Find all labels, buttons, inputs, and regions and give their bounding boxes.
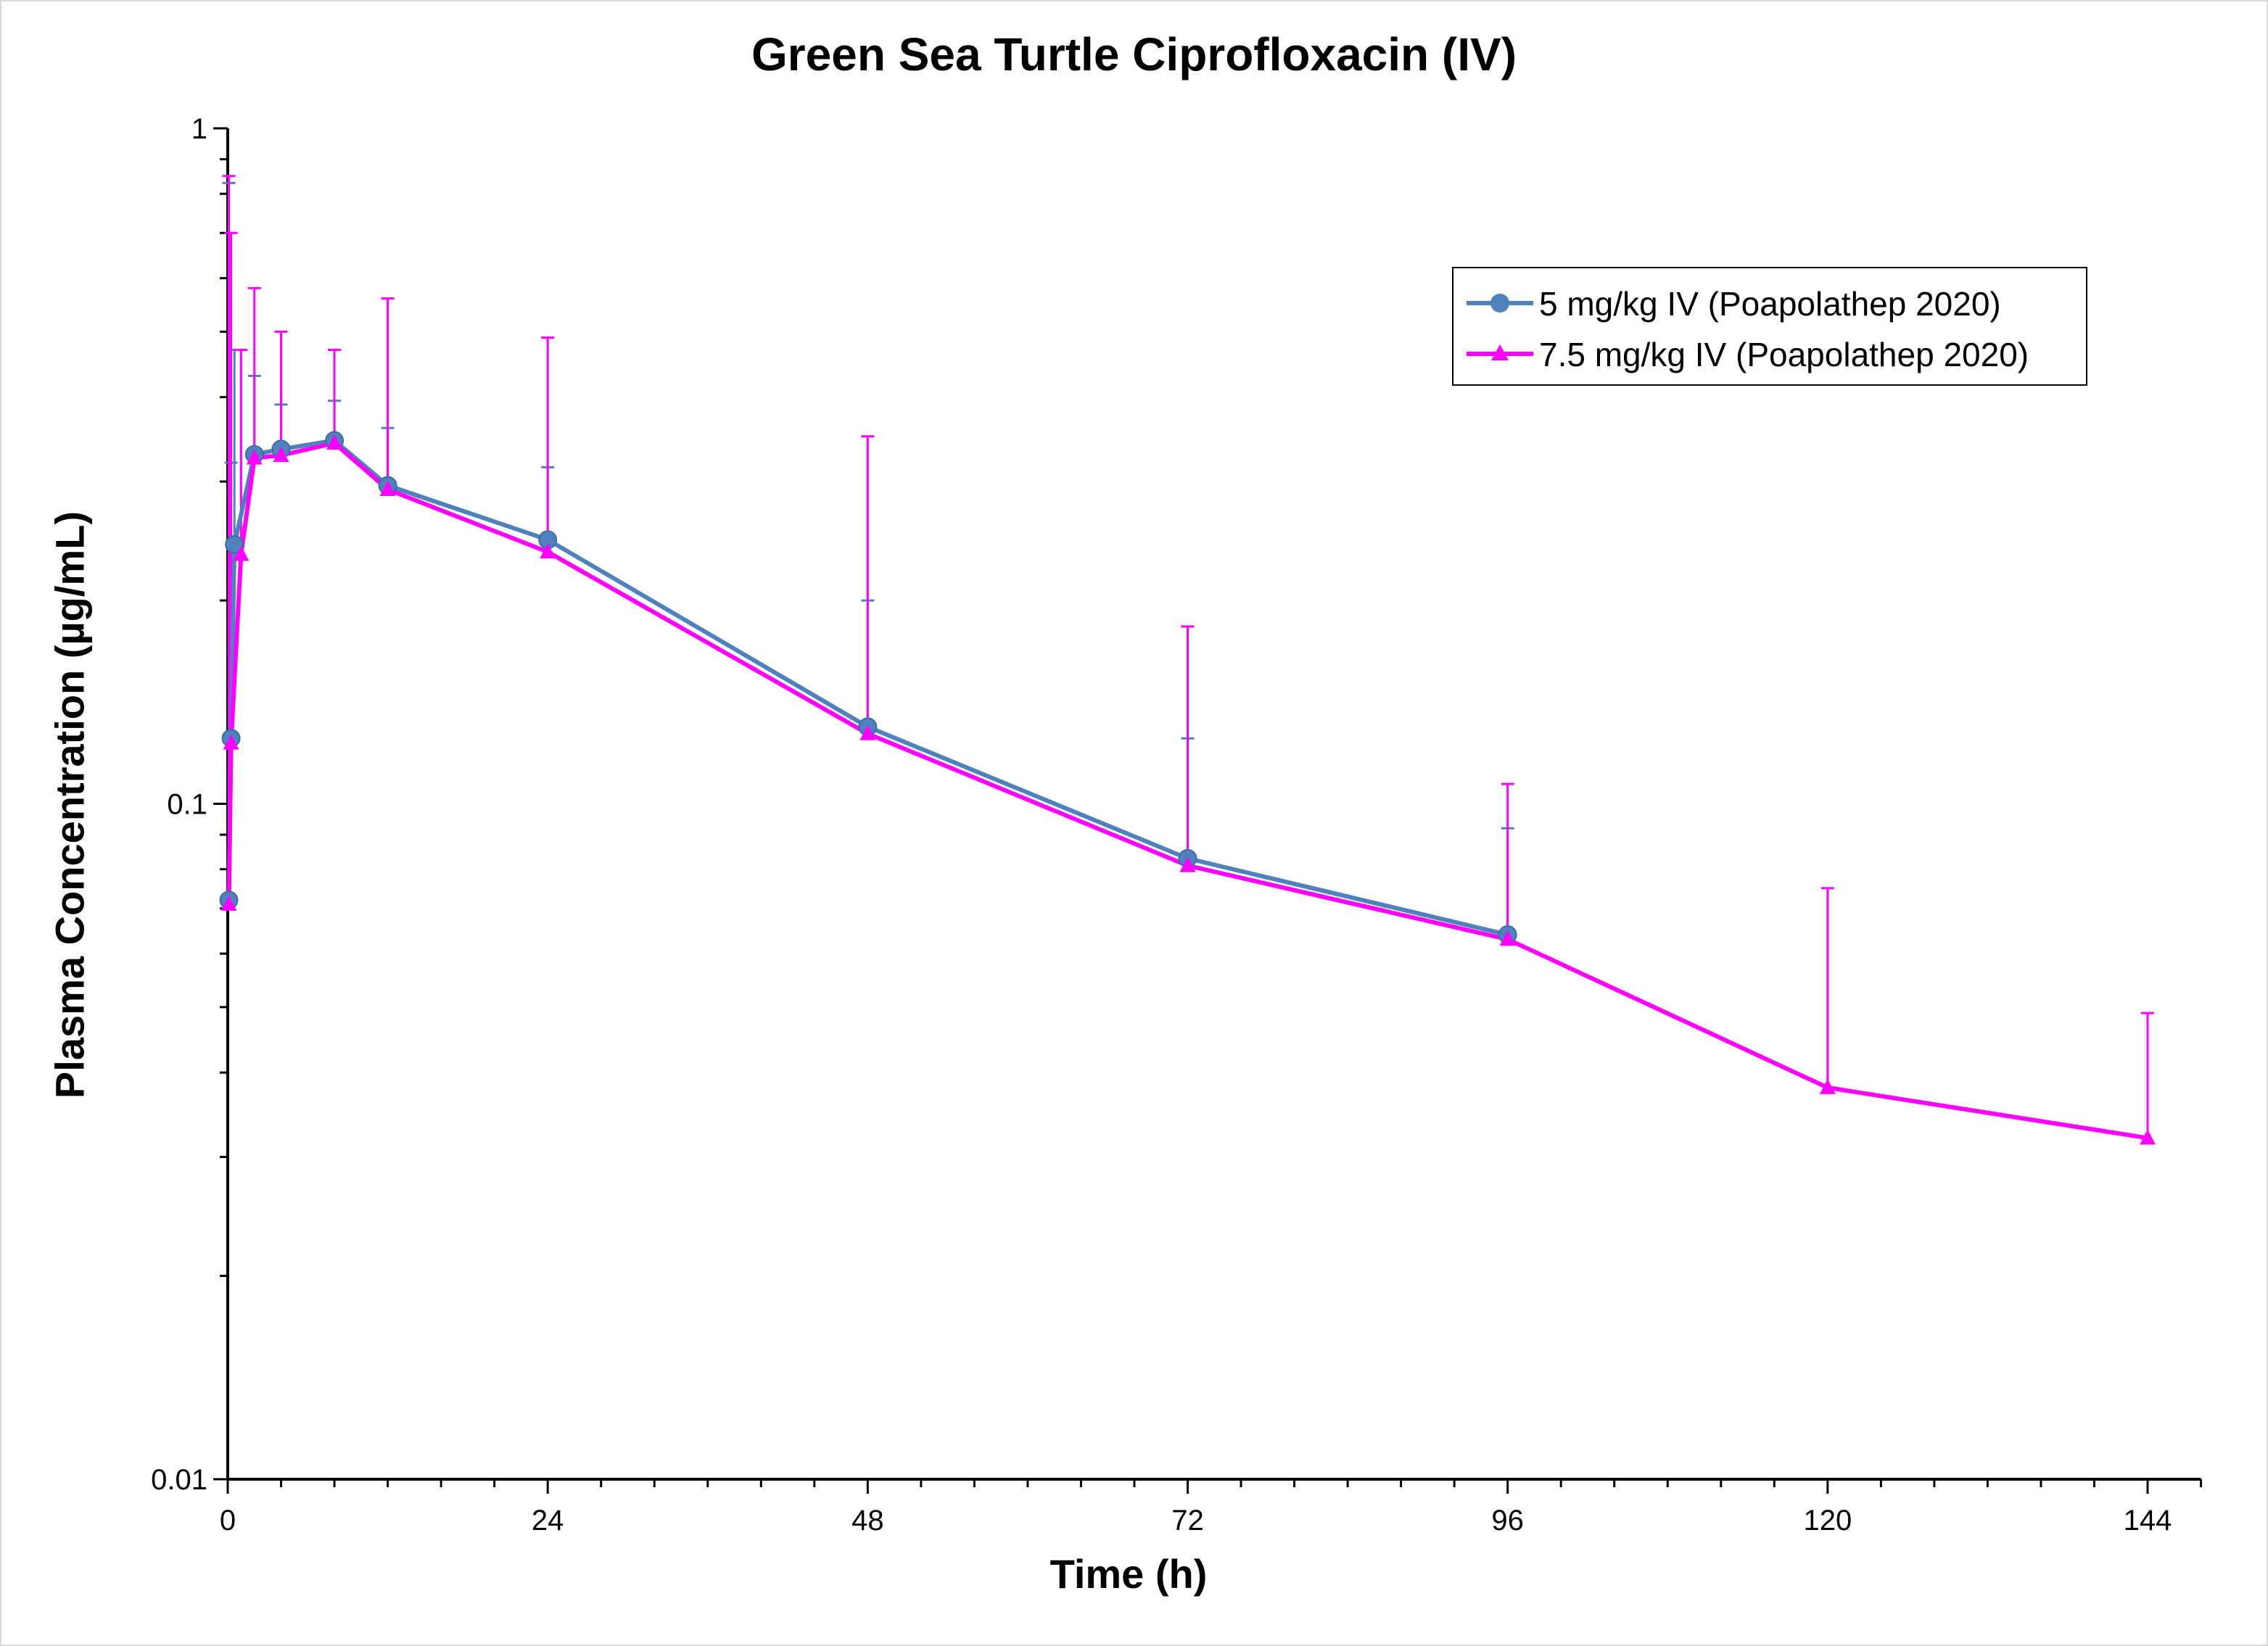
data-point-series-2 (1499, 930, 1516, 946)
data-point-series-2 (540, 543, 556, 559)
x-tick-label: 120 (1803, 1505, 1852, 1537)
series-markers (219, 431, 2156, 1145)
x-tick-label: 72 (1171, 1505, 1204, 1537)
data-point-series-2 (379, 480, 396, 496)
data-point-series-1 (225, 534, 244, 554)
legend: 5 mg/kg IV (Poapolathep 2020) 7.5 mg/kg … (1452, 267, 2087, 386)
data-point-series-2 (1179, 856, 1196, 872)
y-tick-label: 1 (191, 113, 207, 145)
y-tick-label: 0.1 (167, 789, 207, 821)
legend-item-series-2: 7.5 mg/kg IV (Poapolathep 2020) (1453, 329, 2086, 380)
legend-item-series-1: 5 mg/kg IV (Poapolathep 2020) (1453, 278, 2086, 329)
data-point-series-2 (220, 896, 237, 911)
chart-title: Green Sea Turtle Ciprofloxacin (IV) (751, 28, 1517, 80)
legend-label-series-2: 7.5 mg/kg IV (Poapolathep 2020) (1539, 336, 2029, 373)
legend-marker-circle-icon (1467, 294, 1533, 313)
x-tick-label: 96 (1491, 1505, 1524, 1537)
x-tick-label: 48 (851, 1505, 884, 1537)
legend-marker-triangle-icon (1467, 344, 1533, 360)
legend-label-series-1: 5 mg/kg IV (Poapolathep 2020) (1539, 285, 2001, 323)
data-point-series-2 (246, 449, 263, 465)
x-tick-label: 144 (2124, 1505, 2172, 1537)
data-point-series-2 (223, 734, 239, 750)
data-point-series-2 (859, 724, 876, 740)
y-axis-title: Plasma Concentration (µg/mL) (46, 510, 93, 1099)
data-point-series-2 (2140, 1129, 2156, 1145)
x-axis-title: Time (h) (1050, 1551, 1208, 1597)
x-tick-label: 24 (532, 1505, 564, 1537)
axes: 0.01 0.1 1 0 24 48 72 96 120 144 (151, 113, 2203, 1537)
y-tick-label: 0.01 (151, 1464, 207, 1496)
x-tick-label: 0 (220, 1505, 236, 1537)
data-point-series-2 (233, 545, 250, 561)
data-point-series-2 (326, 434, 343, 450)
data-point-series-2 (1819, 1078, 1836, 1094)
data-point-series-2 (273, 446, 289, 462)
